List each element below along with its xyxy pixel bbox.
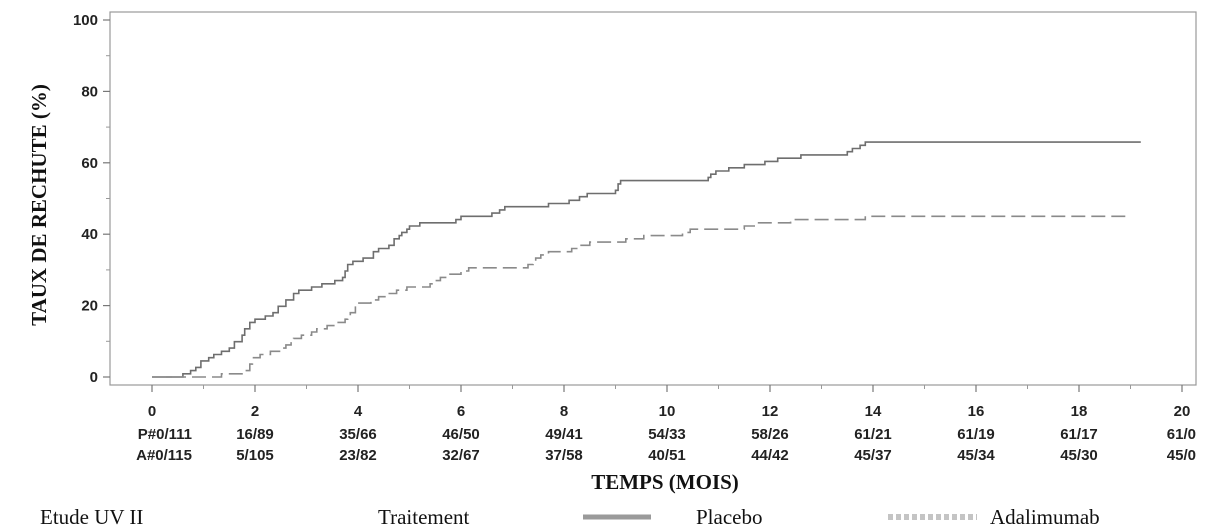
risk-table-cell: 61/19 [957, 426, 995, 443]
x-tick-label: 2 [251, 403, 259, 420]
series-line-placebo [152, 141, 1141, 378]
risk-table-cell: P#0/111 [138, 426, 192, 443]
legend-study-label: Etude UV II [40, 505, 143, 529]
y-axis: 0 20 40 60 80 100 [73, 12, 110, 386]
x-tick-label: 6 [457, 403, 465, 420]
x-tick-label: 16 [968, 403, 985, 420]
legend-treatment-label: Traitement [378, 505, 470, 529]
risk-table-cell: 35/66 [339, 426, 377, 443]
x-tick-label: 0 [148, 403, 156, 420]
y-tick-label: 0 [90, 369, 98, 386]
x-axis: 0 2 4 6 8 10 12 14 16 18 20 [148, 385, 1191, 420]
x-tick-label: 14 [865, 403, 882, 420]
risk-table-cell: 23/82 [339, 447, 377, 464]
plot-frame [109, 11, 1197, 386]
x-axis-title: TEMPS (MOIS) [591, 470, 739, 494]
legend-item-placebo: Placebo [696, 505, 762, 529]
risk-table: P#0/111 16/89 35/66 46/50 49/41 54/33 58/26 61/… [136, 426, 1196, 464]
risk-table-cell: 61/21 [854, 426, 892, 443]
x-tick-label: 8 [560, 403, 568, 420]
risk-table-cell: A#0/115 [136, 447, 192, 464]
series-line-adalimumab [152, 215, 1131, 378]
risk-table-cell: 45/34 [957, 447, 995, 464]
y-tick-label: 80 [81, 83, 98, 100]
legend-item-adalimumab: Adalimumab [990, 505, 1100, 529]
x-tick-label: 20 [1174, 403, 1191, 420]
risk-table-cell: 44/42 [751, 447, 789, 464]
risk-table-cell: 61/0 [1167, 426, 1196, 443]
risk-table-cell: 54/33 [648, 426, 686, 443]
risk-table-cell: 40/51 [648, 447, 686, 464]
risk-table-cell: 37/58 [545, 447, 583, 464]
risk-table-cell: 45/0 [1167, 447, 1196, 464]
x-tick-label: 10 [659, 403, 676, 420]
legend: Etude UV II Traitement Placebo Adalimuma… [40, 505, 1100, 529]
risk-table-cell: 61/17 [1060, 426, 1098, 443]
risk-table-cell: 49/41 [545, 426, 583, 443]
x-tick-label: 4 [354, 403, 363, 420]
y-tick-label: 60 [81, 155, 98, 172]
risk-table-cell: 5/105 [236, 447, 274, 464]
risk-table-cell: 46/50 [442, 426, 480, 443]
risk-table-cell: 45/37 [854, 447, 892, 464]
x-tick-label: 12 [762, 403, 779, 420]
risk-table-cell: 58/26 [751, 426, 789, 443]
risk-table-cell: 32/67 [442, 447, 480, 464]
risk-table-cell: 45/30 [1060, 447, 1098, 464]
plot-border [109, 11, 1197, 386]
risk-table-cell: 16/89 [236, 426, 274, 443]
y-tick-label: 100 [73, 12, 98, 29]
y-tick-label: 40 [81, 226, 98, 243]
x-tick-label: 18 [1071, 403, 1088, 420]
series-layer [152, 141, 1141, 378]
y-axis-title: TAUX DE RECHUTE (%) [27, 84, 51, 326]
y-tick-label: 20 [81, 298, 98, 315]
